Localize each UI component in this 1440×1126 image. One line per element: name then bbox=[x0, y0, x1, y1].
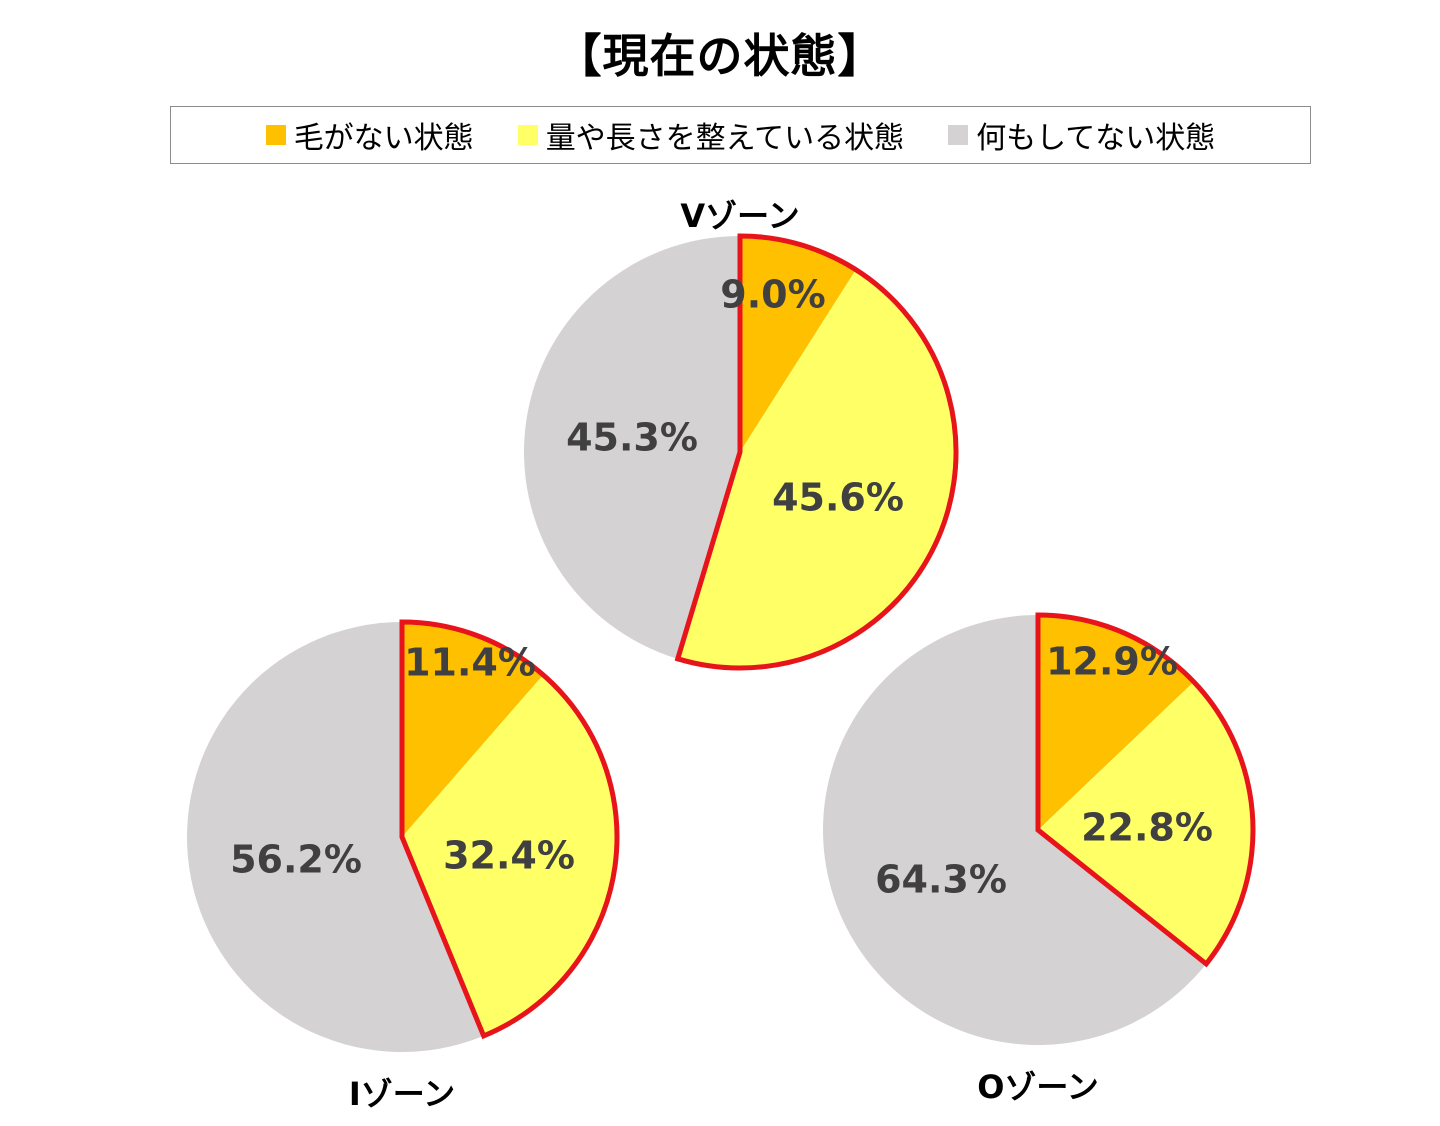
pie-label-o-zone-nothing: 64.3% bbox=[875, 858, 1007, 902]
pie-slice-v-zone-trimmed bbox=[677, 269, 957, 669]
pie-title-o-zone: Oゾーン bbox=[977, 1068, 1099, 1106]
legend: 毛がない状態 量や長さを整えている状態 何もしてない状態 bbox=[170, 106, 1311, 164]
legend-item-no-hair: 毛がない状態 bbox=[265, 113, 474, 157]
legend-item-nothing: 何もしてない状態 bbox=[948, 113, 1215, 157]
legend-label-nothing: 何もしてない状態 bbox=[976, 121, 1216, 156]
pie-v-zone: 9.0% 45.6% 45.3% Vゾーン bbox=[523, 197, 959, 671]
pie-label-o-zone-trimmed: 22.8% bbox=[1081, 806, 1213, 850]
pie-highlight-outline-i-zone bbox=[399, 619, 620, 1040]
pie-label-o-zone-no-hair: 12.9% bbox=[1046, 640, 1178, 684]
pie-slice-o-zone-trimmed bbox=[1038, 681, 1253, 964]
pie-label-i-zone-trimmed: 32.4% bbox=[443, 834, 575, 878]
legend-item-trimmed: 量や長さを整えている状態 bbox=[517, 113, 905, 157]
pie-slice-o-zone-no-hair bbox=[1038, 615, 1194, 830]
pie-highlight-outline-o-zone bbox=[1035, 612, 1256, 968]
pie-title-i-zone: Iゾーン bbox=[349, 1075, 455, 1113]
legend-label-no-hair: 毛がない状態 bbox=[293, 121, 474, 156]
legend-swatch-no-hair bbox=[265, 125, 286, 145]
pie-slice-v-zone-no-hair bbox=[740, 236, 856, 452]
pie-label-v-zone-no-hair: 9.0% bbox=[720, 273, 825, 317]
pie-slice-i-zone-nothing bbox=[186, 622, 484, 1052]
pie-label-i-zone-no-hair: 11.4% bbox=[404, 641, 536, 685]
pie-slice-i-zone-no-hair bbox=[402, 622, 544, 837]
pie-slice-o-zone-nothing bbox=[822, 615, 1207, 1045]
pie-slice-i-zone-trimmed bbox=[402, 674, 617, 1036]
pie-o-zone: 12.9% 22.8% 64.3% Oゾーン bbox=[822, 612, 1256, 1106]
pie-title-v-zone: Vゾーン bbox=[680, 197, 799, 235]
pie-label-i-zone-nothing: 56.2% bbox=[230, 838, 362, 882]
pie-label-v-zone-trimmed: 45.6% bbox=[772, 476, 904, 520]
legend-swatch-trimmed bbox=[517, 125, 538, 145]
legend-label-trimmed: 量や長さを整えている状態 bbox=[545, 121, 905, 156]
pie-label-v-zone-nothing: 45.3% bbox=[566, 416, 698, 460]
pie-i-zone: 11.4% 32.4% 56.2% Iゾーン bbox=[186, 619, 620, 1113]
legend-swatch-nothing bbox=[948, 125, 969, 145]
pie-highlight-outline-v-zone bbox=[674, 233, 959, 671]
chart-title: 【現在の状態】 bbox=[555, 29, 885, 83]
pie-slice-v-zone-nothing bbox=[523, 236, 740, 659]
